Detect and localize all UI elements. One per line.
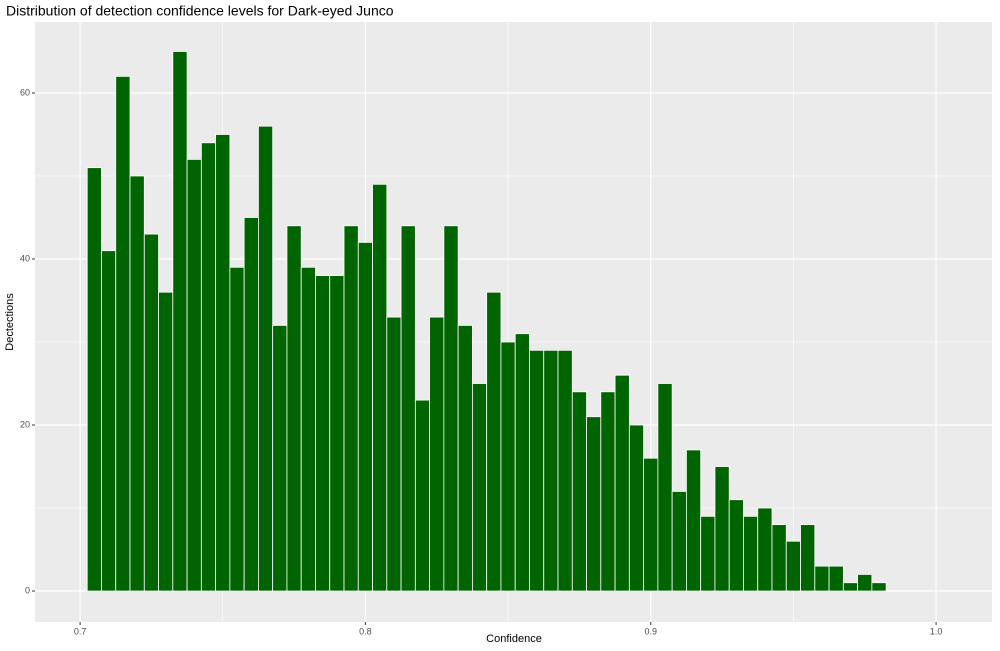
y-tick-label: 0 <box>25 585 30 595</box>
bar <box>229 266 245 592</box>
bar <box>315 275 331 592</box>
x-tick-label: 0.7 <box>74 626 87 636</box>
bar <box>728 499 744 592</box>
bar <box>472 383 488 592</box>
bar <box>571 391 587 592</box>
bar <box>757 507 773 592</box>
bar <box>86 167 102 592</box>
bar <box>771 524 787 592</box>
bar <box>529 349 545 592</box>
bar <box>243 217 259 592</box>
x-tick-label: 0.9 <box>644 626 657 636</box>
y-tick-label: 20 <box>20 419 30 429</box>
bar <box>828 565 844 592</box>
bar <box>628 424 645 592</box>
bar <box>657 383 673 592</box>
x-tick-label: 1.0 <box>930 626 943 636</box>
bar <box>343 225 359 592</box>
bar <box>143 233 159 592</box>
bar <box>300 266 316 592</box>
bar <box>386 316 402 592</box>
y-tick-label: 60 <box>20 87 30 97</box>
y-axis-label: Dectections <box>4 293 16 351</box>
bar <box>200 142 217 592</box>
bar <box>743 515 759 592</box>
bar <box>172 51 188 592</box>
bar <box>514 333 530 592</box>
bar <box>414 399 431 592</box>
bar <box>258 125 274 592</box>
bar <box>614 374 630 592</box>
bar <box>600 391 616 592</box>
bar <box>486 291 502 592</box>
bar <box>686 449 702 592</box>
bar <box>814 565 830 592</box>
bar <box>842 582 859 592</box>
bar <box>115 75 131 592</box>
bar <box>158 291 174 592</box>
bar <box>272 325 288 592</box>
chart-title: Distribution of detection confidence lev… <box>6 3 394 19</box>
y-tick-label: 40 <box>20 253 30 263</box>
bar <box>871 582 887 592</box>
bar <box>714 466 730 592</box>
x-axis-label: Confidence <box>486 633 542 645</box>
bar <box>557 349 573 592</box>
bar <box>800 524 816 592</box>
bar <box>372 183 388 592</box>
bar <box>700 515 716 592</box>
bar <box>543 349 559 592</box>
bar <box>429 316 445 592</box>
x-tick-label: 0.8 <box>359 626 372 636</box>
bar <box>643 457 659 592</box>
bar <box>215 134 231 592</box>
bar <box>129 175 145 592</box>
bar <box>101 250 117 592</box>
bar <box>785 540 801 592</box>
bar <box>357 241 373 592</box>
bar <box>286 225 302 592</box>
bar <box>186 158 202 592</box>
bar <box>671 491 687 592</box>
bar <box>400 225 416 592</box>
bar <box>443 225 459 592</box>
bar <box>329 275 345 592</box>
bar <box>500 341 516 592</box>
bar <box>586 416 602 592</box>
bar <box>457 325 473 592</box>
bar <box>857 574 873 592</box>
